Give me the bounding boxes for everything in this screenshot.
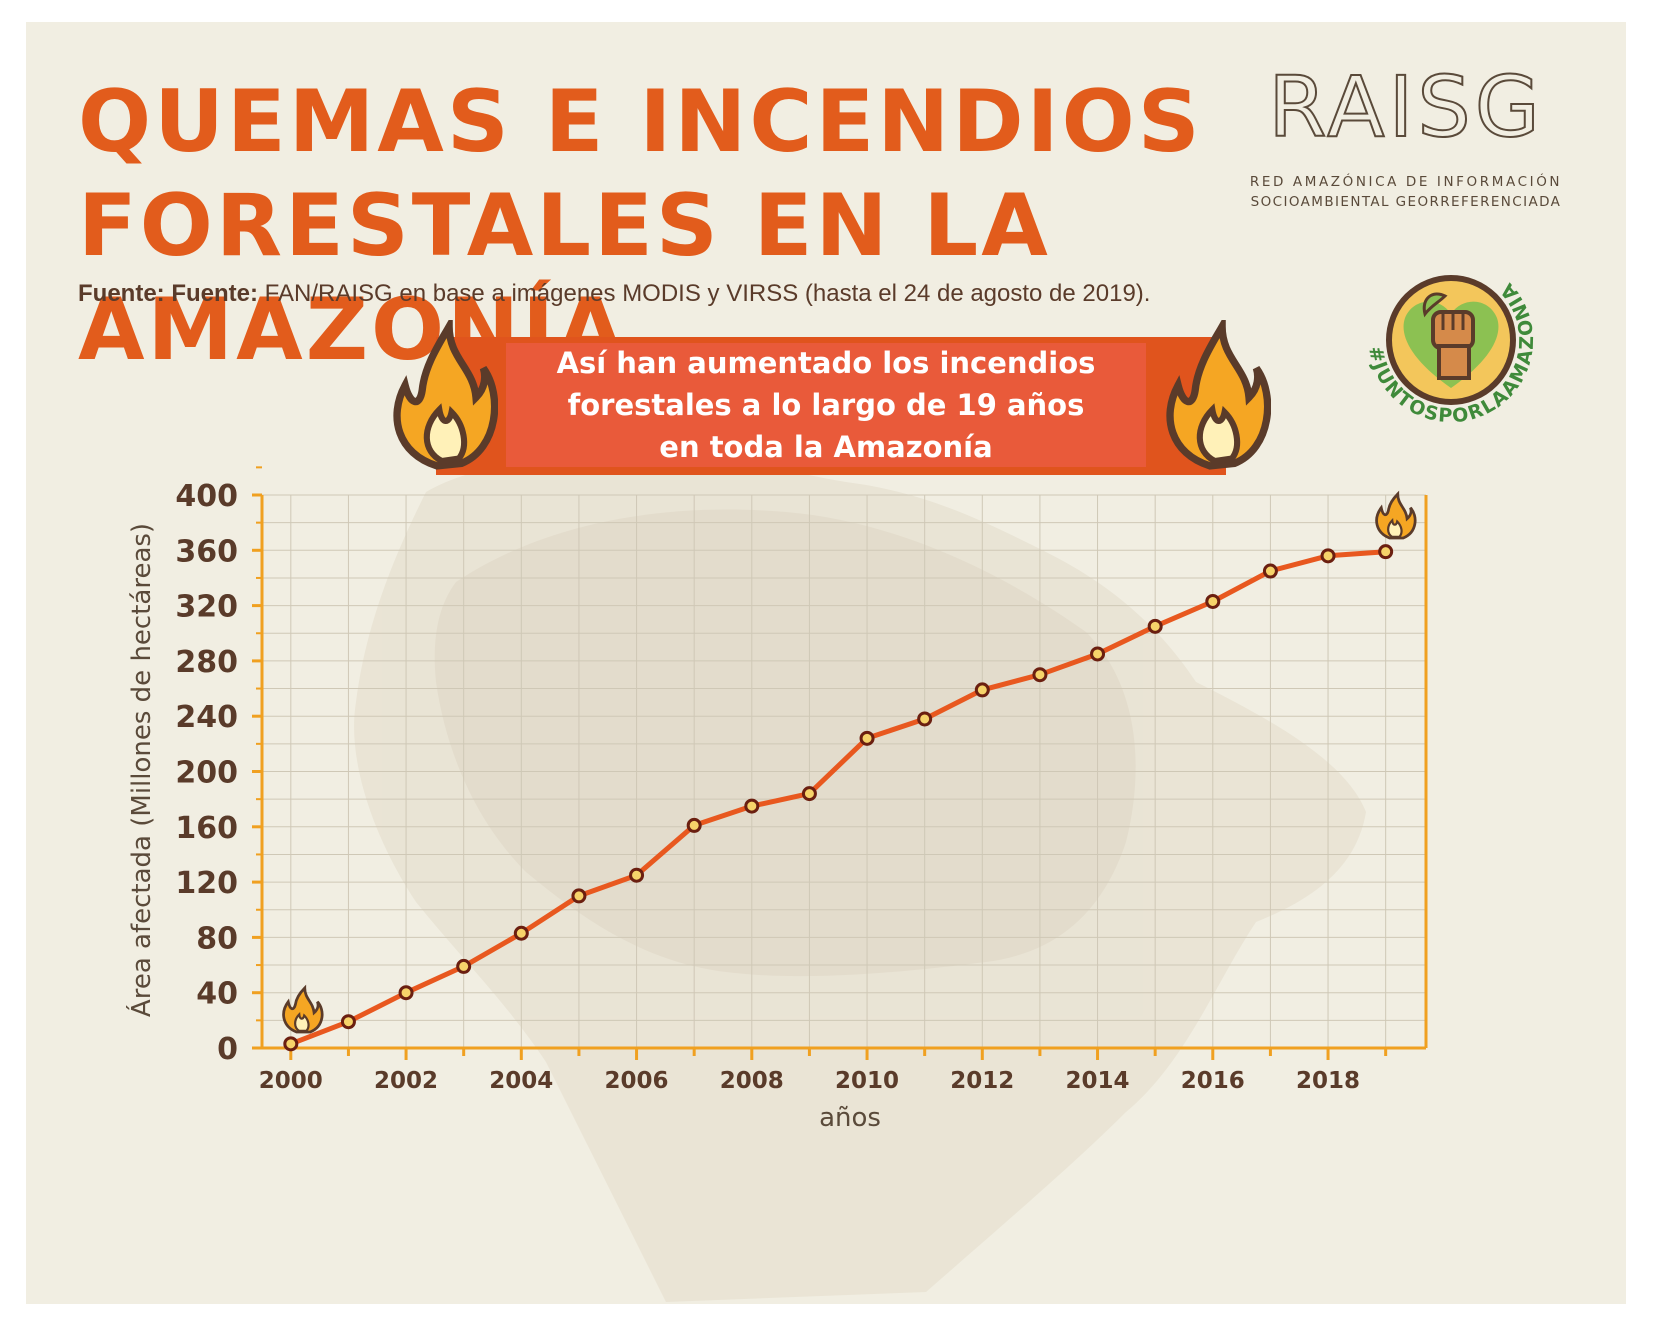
logo-wordmark: RAISG: [1268, 66, 1544, 156]
source-text: FAN/RAISG en base a imágenes MODIS y VIR…: [264, 280, 1151, 307]
data-point: [513, 925, 529, 941]
chart-axes: [252, 466, 1428, 1060]
y-tick-label: 200: [175, 756, 238, 791]
x-tick-label: 2000: [259, 1068, 323, 1094]
line-chart: 0 40 80 120 160 200 240 280 320 360 400 2000 2002 200…: [125, 463, 1428, 1302]
source-note: Fuente: Fuente: FAN/RAISG en base a imág…: [78, 280, 1150, 308]
y-tick-label: 360: [175, 534, 238, 569]
y-tick-label: 280: [175, 645, 238, 680]
data-point: [744, 798, 760, 814]
banner-line-1: Así han aumentado los incendios: [556, 346, 1096, 380]
logo-line-1: RED AMAZÓNICA DE INFORMACIÓN: [1250, 172, 1562, 190]
x-tick-label: 2018: [1296, 1068, 1360, 1094]
raisg-logo: RAISG RED AMAZÓNICA DE INFORMACIÓN SOCIO…: [1250, 66, 1562, 210]
banner-text-box: Así han aumentado los incendios forestal…: [506, 343, 1146, 467]
x-tick-label: 2008: [720, 1068, 784, 1094]
y-tick-label: 400: [175, 479, 238, 514]
x-tick-label: 2006: [605, 1068, 669, 1094]
flame-icon: [393, 320, 498, 470]
data-point: [917, 711, 933, 727]
headline-banner: Así han aumentado los incendios forestal…: [436, 337, 1226, 475]
y-tick-label: 240: [175, 700, 238, 735]
x-tick-label: 2004: [489, 1068, 553, 1094]
flame-icon: [282, 984, 324, 1034]
campaign-badge: #JUNTOSPORLAAMAZONIA: [1353, 242, 1549, 438]
data-point: [1262, 563, 1278, 579]
x-axis-label: años: [819, 1103, 881, 1133]
flame-icon: [1375, 490, 1417, 540]
data-point: [1378, 544, 1394, 560]
x-tick-label: 2014: [1066, 1068, 1130, 1094]
data-point: [456, 958, 472, 974]
data-point: [1205, 593, 1221, 609]
page-title: QUEMAS E INCENDIOS FORESTALES EN LA AMAZ…: [78, 70, 1626, 382]
y-tick-label: 0: [217, 1032, 238, 1067]
data-point: [974, 682, 990, 698]
data-point: [398, 985, 414, 1001]
series-line: [288, 549, 1389, 1047]
data-point: [1090, 646, 1106, 662]
data-point: [1032, 667, 1048, 683]
y-axis-label: Área afectada (Millones de hectáreas): [125, 523, 157, 1017]
banner-line-2: forestales a lo largo de 19 años: [567, 388, 1085, 422]
chart-gridlines: [262, 494, 1426, 1049]
banner-line-3: en toda la Amazonía: [659, 430, 993, 464]
data-point: [1320, 548, 1336, 564]
flame-icon: [1166, 320, 1271, 470]
chart-tick-labels: 0 40 80 120 160 200 240 280 320 360 400 2000 2002 200…: [175, 479, 1360, 1094]
data-point: [340, 1014, 356, 1030]
x-tick-label: 2012: [950, 1068, 1014, 1094]
x-tick-label: 2002: [374, 1068, 438, 1094]
title-line-1: QUEMAS E INCENDIOS: [78, 72, 1203, 172]
data-points: [283, 544, 1394, 1052]
data-point: [629, 867, 645, 883]
data-point: [801, 786, 817, 802]
y-tick-label: 40: [196, 977, 238, 1012]
logo-line-2: SOCIOAMBIENTAL GEORREFERENCIADA: [1251, 194, 1562, 210]
data-point: [686, 817, 702, 833]
data-point: [1147, 618, 1163, 634]
infographic-card: 0 40 80 120 160 200 240 280 320 360 400 2000 2002 200…: [26, 22, 1626, 1304]
data-point: [859, 730, 875, 746]
data-point: [571, 888, 587, 904]
source-label: Fuente: Fuente:: [78, 280, 258, 307]
x-tick-label: 2010: [835, 1068, 899, 1094]
y-tick-label: 160: [175, 811, 238, 846]
y-tick-label: 320: [175, 590, 238, 625]
data-point: [283, 1036, 299, 1052]
fist-icon: [1422, 292, 1475, 380]
x-tick-label: 2016: [1181, 1068, 1245, 1094]
y-tick-label: 120: [175, 866, 238, 901]
y-tick-label: 80: [196, 921, 238, 956]
title-line-2: FORESTALES EN LA AMAZONÍA: [78, 176, 1051, 380]
